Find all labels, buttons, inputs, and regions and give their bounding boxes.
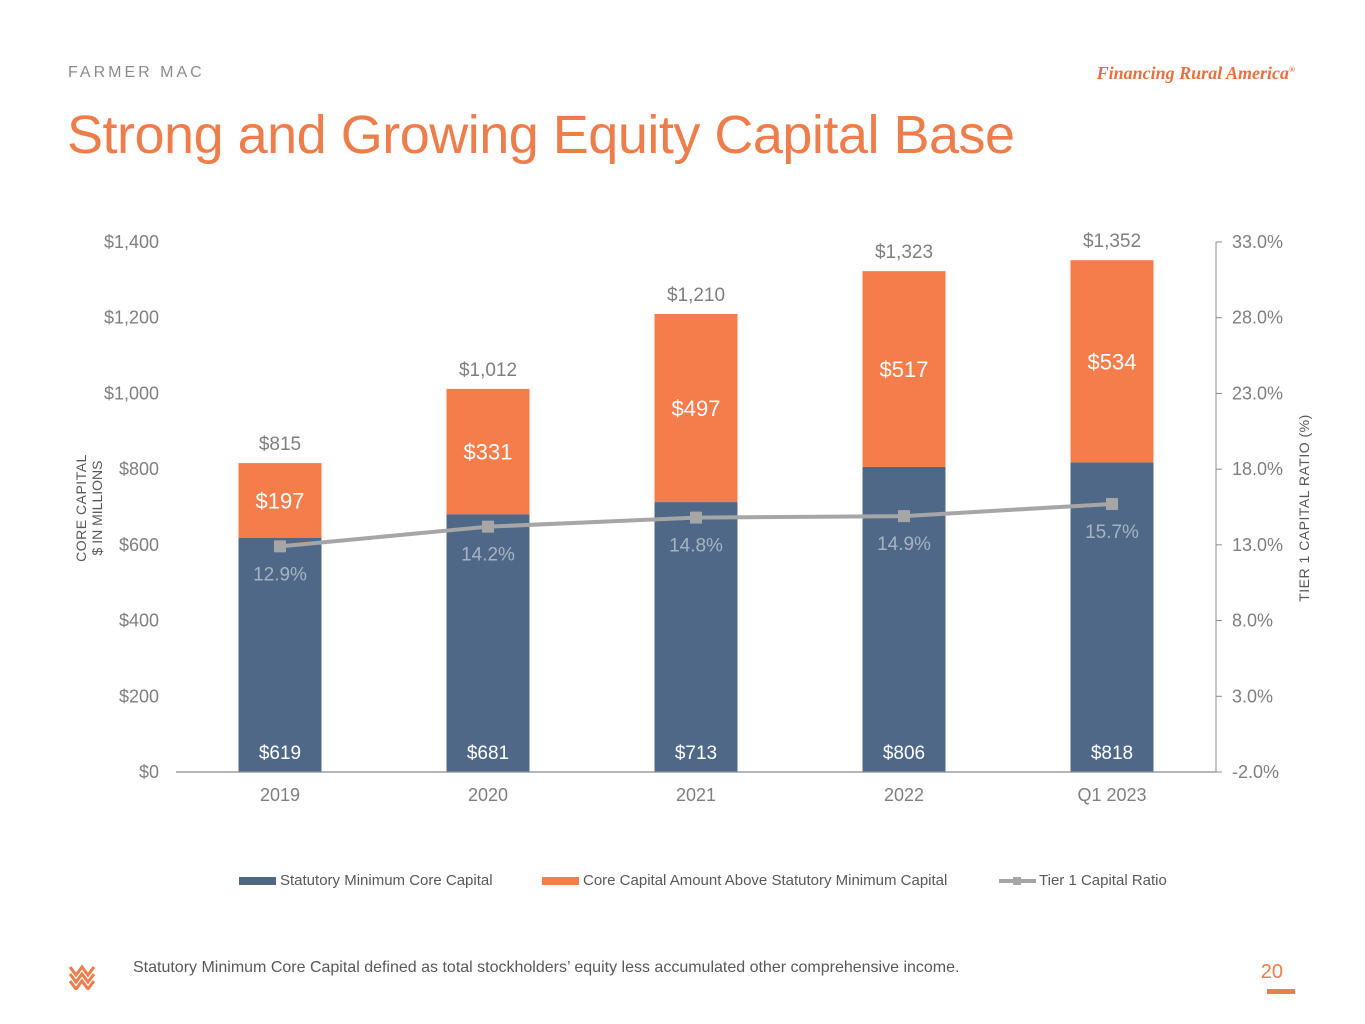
- legend-item-tier1-ratio: Tier 1 Capital Ratio: [999, 872, 1167, 889]
- bar-above-min: [1070, 260, 1154, 463]
- bar-statutory-min: [654, 502, 738, 772]
- legend-swatch-above-min: [542, 876, 579, 885]
- y-tick-label: $0: [139, 762, 159, 782]
- x-tick-label: 2021: [676, 785, 716, 805]
- tier1-ratio-label: 14.8%: [669, 536, 723, 557]
- page-title: Strong and Growing Equity Capital Base: [67, 105, 1015, 165]
- y2-axis-title: TIER 1 CAPITAL RATIO (%): [1296, 414, 1312, 602]
- y2-tick-label: 23.0%: [1232, 383, 1283, 403]
- y-tick-label: $600: [119, 535, 159, 555]
- tier1-ratio-marker: [898, 510, 910, 523]
- bar-label-above-min: $331: [464, 440, 513, 465]
- chart-legend: Statutory Minimum Core Capital Core Capi…: [0, 872, 1365, 892]
- farmer-mac-logo-icon: [68, 964, 96, 990]
- x-tick-label: 2022: [884, 785, 924, 805]
- y2-tick-label: 8.0%: [1232, 611, 1273, 631]
- tagline-text: Financing Rural America: [1096, 63, 1290, 83]
- y-tick-label: $1,200: [104, 308, 159, 328]
- legend-swatch-statutory-min: [239, 876, 276, 885]
- y2-tick-label: 33.0%: [1232, 232, 1283, 252]
- tier1-ratio-marker: [482, 520, 494, 533]
- bar-label-statutory-min: $713: [675, 743, 717, 764]
- bar-label-above-min: $197: [256, 488, 305, 513]
- tier1-ratio-label: 12.9%: [253, 564, 307, 585]
- bar-statutory-min: [238, 537, 322, 772]
- y-axis-subtitle: $ IN MILLIONS: [89, 461, 105, 556]
- tier1-ratio-label: 14.9%: [877, 534, 931, 555]
- bar-total-label: $815: [259, 434, 301, 455]
- y-axis-title: CORE CAPITAL: [73, 454, 89, 562]
- bar-statutory-min: [1070, 462, 1154, 772]
- bar-label-statutory-min: $806: [883, 743, 925, 764]
- y-tick-label: $400: [119, 611, 159, 631]
- tier1-ratio-marker: [690, 511, 702, 524]
- bar-label-statutory-min: $818: [1091, 743, 1133, 764]
- legend-label-tier1-ratio: Tier 1 Capital Ratio: [1039, 872, 1167, 889]
- bar-label-above-min: $497: [672, 396, 721, 421]
- y-tick-label: $200: [119, 686, 159, 706]
- y-tick-label: $1,400: [104, 232, 159, 252]
- legend-item-above-min: Core Capital Amount Above Statutory Mini…: [542, 872, 947, 889]
- legend-swatch-tier1-ratio: [999, 874, 1036, 888]
- bar-above-min: [446, 388, 530, 515]
- y2-tick-label: -2.0%: [1232, 762, 1279, 782]
- tagline: Financing Rural America®: [1097, 63, 1295, 84]
- bar-label-statutory-min: $681: [467, 743, 509, 764]
- y-tick-label: $1,000: [104, 383, 159, 403]
- brand-name: FARMER MAC: [68, 64, 205, 81]
- bar-statutory-min: [446, 514, 530, 772]
- bar-total-label: $1,210: [667, 285, 725, 306]
- bar-total-label: $1,352: [1083, 231, 1141, 252]
- bar-label-statutory-min: $619: [259, 743, 301, 764]
- footnote: Statutory Minimum Core Capital defined a…: [133, 959, 960, 976]
- legend-item-statutory-min: Statutory Minimum Core Capital: [239, 872, 493, 889]
- registered-mark: ®: [1289, 65, 1295, 74]
- y2-tick-label: 3.0%: [1232, 686, 1273, 706]
- tier1-ratio-label: 15.7%: [1085, 522, 1139, 543]
- bar-total-label: $1,323: [875, 242, 933, 263]
- legend-label-above-min: Core Capital Amount Above Statutory Mini…: [583, 872, 948, 889]
- y2-tick-label: 18.0%: [1232, 459, 1283, 479]
- y2-tick-label: 13.0%: [1232, 535, 1283, 555]
- tier1-ratio-label: 14.2%: [461, 545, 515, 566]
- capital-chart: $0 $200 $400 $600 $800 $1,000 $1,200 $1,400 -2.0…: [73, 231, 1312, 805]
- page-number-underline: [1267, 989, 1295, 994]
- bar-above-min: [238, 463, 322, 538]
- bar-above-min: [654, 313, 738, 503]
- y-tick-label: $800: [119, 459, 159, 479]
- tier1-ratio-marker: [274, 540, 286, 553]
- x-tick-label: Q1 2023: [1077, 785, 1146, 805]
- page-number: 20: [1260, 961, 1283, 983]
- tier1-ratio-marker: [1106, 497, 1118, 510]
- bar-total-label: $1,012: [459, 360, 517, 381]
- legend-label-statutory-min: Statutory Minimum Core Capital: [280, 872, 493, 889]
- y2-tick-label: 28.0%: [1232, 308, 1283, 328]
- x-tick-label: 2020: [468, 785, 508, 805]
- x-tick-label: 2019: [260, 785, 300, 805]
- bar-above-min: [862, 271, 946, 467]
- bar-label-above-min: $534: [1088, 349, 1137, 374]
- bar-label-above-min: $517: [880, 357, 929, 382]
